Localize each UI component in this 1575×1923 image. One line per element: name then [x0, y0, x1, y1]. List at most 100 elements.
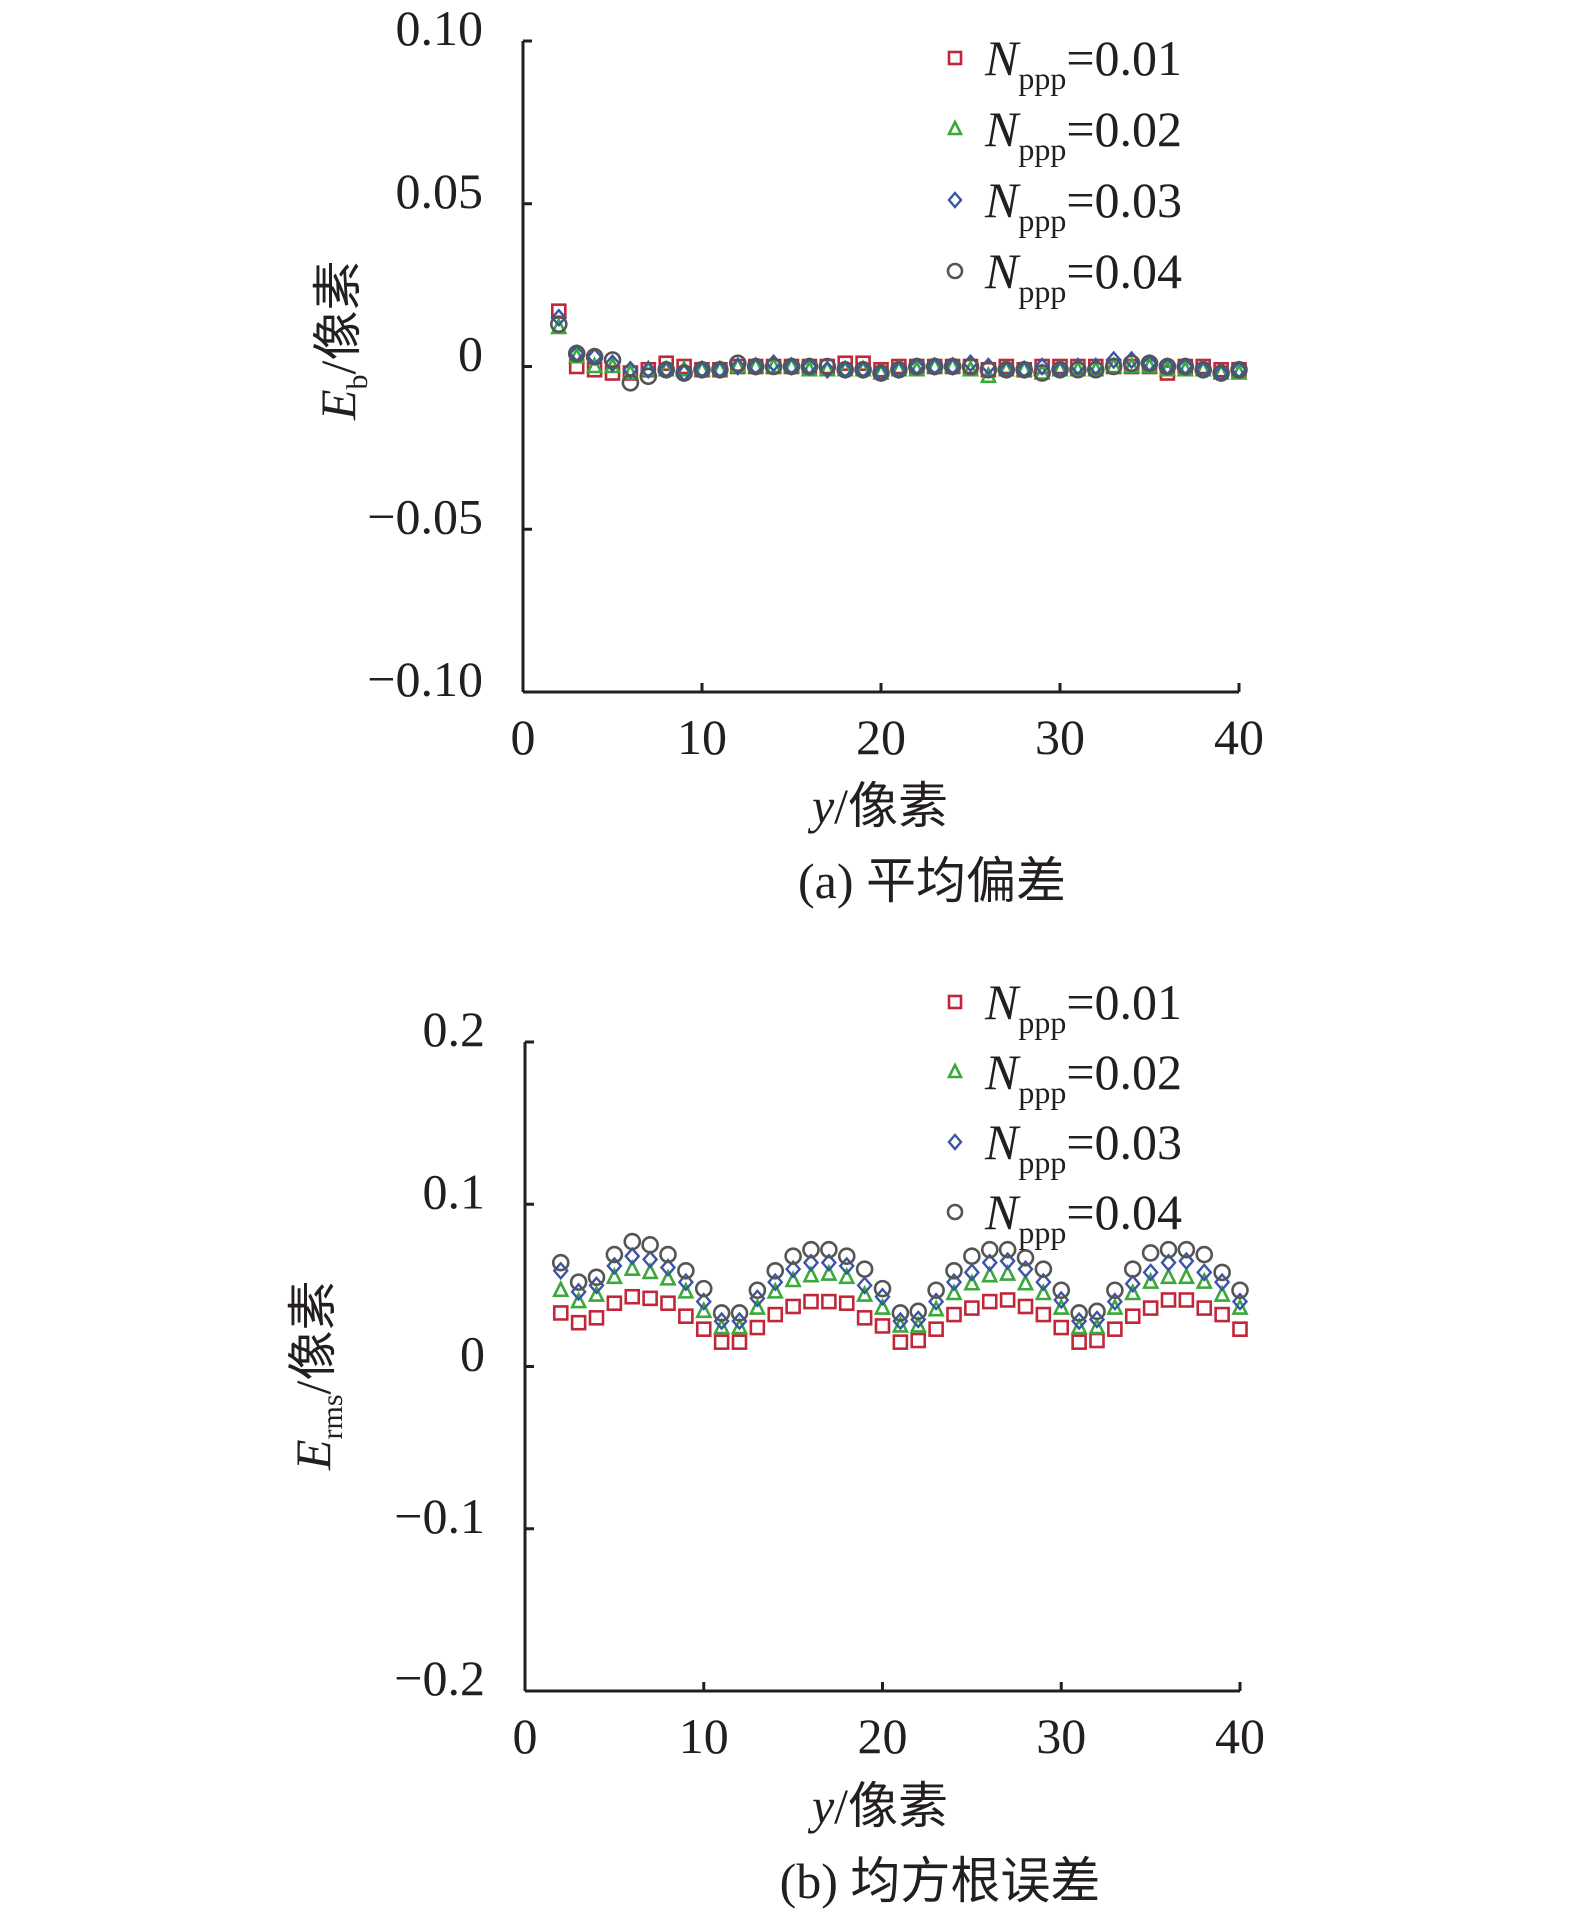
data-point-square [821, 1293, 837, 1310]
data-point-square [1017, 1298, 1034, 1315]
data-point-triangle [1052, 1297, 1070, 1315]
data-point-circle [712, 1304, 731, 1322]
x-tick-label: 40 [1215, 1708, 1265, 1764]
data-point-circle [677, 1261, 695, 1280]
data-point-circle [585, 347, 604, 366]
data-point-circle [1230, 360, 1248, 379]
data-point-diamond [1231, 1292, 1249, 1311]
data-point-triangle [1159, 1266, 1178, 1285]
data-point-circle [603, 351, 622, 369]
data-point-circle [979, 360, 998, 379]
data-point-triangle [981, 1265, 999, 1283]
data-point-circle [909, 1302, 928, 1321]
data-point-circle [1194, 360, 1212, 379]
y-tick-label: −0.1 [394, 1488, 485, 1544]
data-point-square [695, 1321, 712, 1337]
data-point-triangle [999, 1263, 1017, 1281]
y-tick-label: 0.2 [423, 1001, 486, 1057]
data-point-circle [641, 1236, 659, 1254]
data-point-triangle [854, 359, 872, 377]
data-point-triangle [926, 356, 944, 374]
data-point-triangle [748, 1297, 766, 1315]
data-point-triangle [1142, 1271, 1160, 1289]
data-point-square [874, 1318, 891, 1334]
data-point-circle [1213, 1263, 1231, 1282]
x-tick-label: 20 [856, 709, 906, 765]
data-point-circle [837, 1247, 856, 1265]
data-point-circle [818, 357, 837, 376]
data-point-triangle [657, 359, 675, 377]
data-point-square [946, 1306, 962, 1323]
data-point-circle [1033, 364, 1051, 382]
data-point-triangle [836, 359, 854, 377]
legend-marker-diamond [947, 1133, 963, 1151]
data-point-triangle [585, 356, 604, 374]
y-axis-label-b: Erms/像素 [285, 1281, 349, 1471]
data-point-diamond [622, 360, 639, 380]
series-circle [551, 1232, 1249, 1322]
data-point-square [731, 1334, 748, 1350]
data-point-diamond [659, 1258, 677, 1277]
data-point-triangle [963, 1273, 981, 1291]
legend-item: Nppp=0.04 [946, 1184, 1182, 1250]
x-tick-label: 10 [677, 709, 727, 765]
data-point-square [1142, 1300, 1159, 1316]
data-point-square [749, 1319, 766, 1336]
data-point-square [713, 1334, 730, 1350]
data-point-circle [1176, 357, 1195, 376]
y-tick-label: −0.10 [367, 651, 483, 707]
data-point-diamond [640, 360, 657, 380]
legend-item: Nppp=0.02 [946, 1044, 1182, 1110]
data-point-triangle [1034, 1283, 1052, 1301]
data-point-triangle [838, 1266, 856, 1285]
data-point-circle [943, 357, 962, 376]
data-point-diamond [819, 360, 836, 380]
data-point-square [624, 1288, 641, 1305]
data-point-diamond [604, 353, 621, 373]
data-point-diamond [624, 1246, 641, 1266]
data-point-triangle [1088, 1317, 1106, 1335]
data-point-circle [1141, 1244, 1160, 1262]
data-point-square [803, 1293, 819, 1310]
data-point-diamond [1106, 1292, 1123, 1311]
data-point-square [767, 1306, 784, 1323]
series-square [550, 303, 1247, 381]
data-point-triangle [693, 359, 711, 377]
data-point-circle [907, 357, 926, 376]
data-point-circle [1087, 360, 1105, 379]
data-point-square [552, 1305, 569, 1321]
data-point-square [588, 1310, 605, 1326]
chart-b: 0 10 20 30 400.20.10−0.1−0.2Nppp=0.01Nppp=0.… [285, 974, 1265, 1909]
data-point-square [785, 1298, 801, 1315]
data-point-square [1124, 1308, 1141, 1325]
data-point-circle [1158, 357, 1177, 376]
data-point-triangle [802, 1265, 820, 1283]
data-point-square [981, 1293, 998, 1310]
data-point-circle [1051, 360, 1069, 379]
data-point-triangle [784, 1270, 802, 1288]
data-point-circle [569, 1273, 588, 1291]
data-point-square [1160, 1292, 1177, 1308]
data-point-circle [549, 315, 568, 333]
legend-label: Nppp=0.03 [984, 1114, 1182, 1180]
data-point-circle [746, 357, 765, 376]
data-point-circle [711, 360, 729, 379]
data-point-triangle [1177, 1266, 1195, 1285]
data-point-square [660, 1295, 676, 1312]
legend-label: Nppp=0.02 [984, 1044, 1182, 1110]
data-point-circle [1123, 1260, 1142, 1278]
data-point-triangle [1016, 1273, 1035, 1291]
data-point-triangle [552, 1279, 570, 1298]
data-point-square [1071, 1334, 1087, 1350]
legend-label: Nppp=0.02 [984, 101, 1182, 167]
caption-b: (b) 均方根误差 [780, 1853, 1101, 1909]
data-point-triangle [677, 1281, 695, 1299]
data-point-circle [890, 360, 908, 379]
x-tick-label: 40 [1214, 709, 1264, 765]
data-point-circle [605, 1245, 624, 1264]
legend-marker-triangle [946, 119, 964, 136]
data-point-diamond [928, 1292, 945, 1311]
data-point-square [606, 1295, 623, 1312]
legend-marker-triangle [946, 1062, 964, 1079]
data-point-square [658, 355, 675, 372]
